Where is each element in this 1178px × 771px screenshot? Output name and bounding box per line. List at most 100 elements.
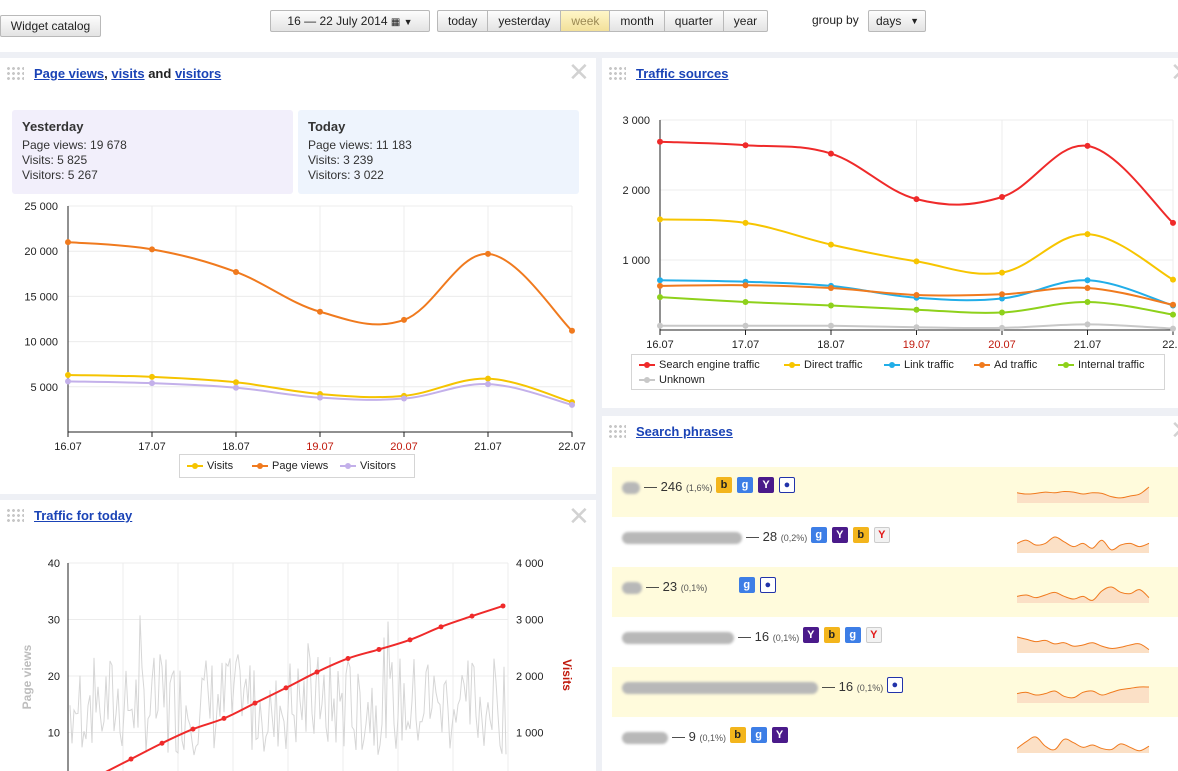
data-point[interactable] xyxy=(742,282,749,289)
search-phrase-row[interactable]: — 9 (0,1%) b g Y xyxy=(612,717,1178,767)
data-point[interactable] xyxy=(742,299,749,305)
data-point[interactable] xyxy=(159,740,165,746)
data-point[interactable] xyxy=(65,372,71,379)
traffic-sources-link[interactable]: Traffic sources xyxy=(636,66,729,81)
data-point[interactable] xyxy=(1170,311,1176,318)
data-point[interactable] xyxy=(1170,276,1176,283)
period-today-button[interactable]: today xyxy=(437,10,489,32)
legend-item[interactable]: Unknown xyxy=(639,374,705,386)
data-point[interactable] xyxy=(283,685,289,691)
legend-item[interactable]: Internal traffic xyxy=(1058,359,1144,371)
google-icon[interactable]: g xyxy=(738,577,755,593)
legend-item[interactable]: Visitors xyxy=(340,460,396,472)
data-point[interactable] xyxy=(407,637,413,643)
period-quarter-button[interactable]: quarter xyxy=(664,10,724,32)
search-phrases-link[interactable]: Search phrases xyxy=(636,424,733,439)
data-point[interactable] xyxy=(999,324,1005,331)
yahoo-icon[interactable]: Y xyxy=(831,527,848,543)
yandex-icon[interactable]: Y xyxy=(865,627,882,643)
traffic-today-link[interactable]: Traffic for today xyxy=(34,508,133,523)
data-point[interactable] xyxy=(401,395,407,402)
page-views-link[interactable]: Page views xyxy=(34,66,105,81)
google-icon[interactable]: g xyxy=(810,527,827,543)
yahoo-icon[interactable]: Y xyxy=(802,627,819,643)
bing-icon[interactable]: b xyxy=(852,527,869,543)
data-point[interactable] xyxy=(1084,321,1091,328)
data-point[interactable] xyxy=(1084,231,1091,238)
data-point[interactable] xyxy=(233,268,239,275)
data-point[interactable] xyxy=(345,655,351,661)
baidu-icon[interactable]: ● xyxy=(886,677,903,693)
data-point[interactable] xyxy=(913,196,920,203)
data-point[interactable] xyxy=(999,194,1005,200)
data-point[interactable] xyxy=(569,327,575,334)
data-point[interactable] xyxy=(828,285,834,291)
data-point[interactable] xyxy=(1084,277,1091,284)
yahoo-icon[interactable]: Y xyxy=(758,477,774,493)
legend-item[interactable]: Ad traffic xyxy=(974,359,1037,371)
data-point[interactable] xyxy=(149,380,155,387)
period-yesterday-button[interactable]: yesterday xyxy=(488,10,562,32)
data-point[interactable] xyxy=(657,294,663,301)
data-point[interactable] xyxy=(742,219,749,226)
data-point[interactable] xyxy=(221,715,227,721)
data-point[interactable] xyxy=(569,401,575,408)
yahoo-icon[interactable]: Y xyxy=(771,727,788,743)
period-week-button[interactable]: week xyxy=(561,10,611,32)
data-point[interactable] xyxy=(913,324,920,331)
data-point[interactable] xyxy=(485,381,491,388)
google-icon[interactable]: g xyxy=(844,627,861,643)
data-point[interactable] xyxy=(1170,301,1176,308)
period-year-button[interactable]: year xyxy=(723,10,769,32)
data-point[interactable] xyxy=(999,269,1005,276)
data-point[interactable] xyxy=(913,292,920,298)
data-point[interactable] xyxy=(913,258,920,265)
data-point[interactable] xyxy=(485,375,491,382)
data-point[interactable] xyxy=(65,239,71,246)
legend-item[interactable]: Link traffic xyxy=(884,359,954,371)
bing-icon[interactable]: b xyxy=(716,477,732,493)
data-point[interactable] xyxy=(828,241,834,248)
data-point[interactable] xyxy=(913,306,920,313)
google-icon[interactable]: g xyxy=(750,727,767,743)
data-point[interactable] xyxy=(252,700,258,706)
legend-item[interactable]: Page views xyxy=(252,460,328,472)
data-point[interactable] xyxy=(742,142,749,149)
data-point[interactable] xyxy=(1084,142,1091,149)
data-point[interactable] xyxy=(1170,325,1176,332)
legend-item[interactable]: Direct traffic xyxy=(784,359,862,371)
period-month-button[interactable]: month xyxy=(610,10,665,32)
legend-item[interactable]: Visits xyxy=(187,460,233,472)
data-point[interactable] xyxy=(828,150,834,157)
data-point[interactable] xyxy=(65,378,71,385)
bing-icon[interactable]: b xyxy=(823,627,840,643)
legend-item[interactable]: Search engine traffic xyxy=(639,359,760,371)
data-point[interactable] xyxy=(657,216,663,223)
visitors-link[interactable]: visitors xyxy=(174,66,222,81)
data-point[interactable] xyxy=(500,603,506,609)
baidu-icon[interactable]: ● xyxy=(759,577,776,593)
data-point[interactable] xyxy=(317,394,323,401)
data-point[interactable] xyxy=(1084,299,1091,305)
data-point[interactable] xyxy=(657,277,663,284)
drag-handle-icon[interactable] xyxy=(6,66,24,80)
google-icon[interactable]: g xyxy=(737,477,753,493)
data-point[interactable] xyxy=(149,246,155,253)
visits-link[interactable]: visits xyxy=(111,66,145,81)
baidu-icon[interactable]: ● xyxy=(779,477,795,493)
data-point[interactable] xyxy=(742,322,749,329)
data-point[interactable] xyxy=(1084,285,1091,291)
data-point[interactable] xyxy=(999,309,1005,316)
data-point[interactable] xyxy=(657,138,663,145)
close-icon[interactable]: ✕ xyxy=(568,501,590,531)
drag-handle-icon[interactable] xyxy=(6,508,24,522)
data-point[interactable] xyxy=(999,291,1005,298)
data-point[interactable] xyxy=(657,282,663,289)
data-point[interactable] xyxy=(485,250,491,257)
data-point[interactable] xyxy=(828,322,834,329)
widget-catalog-button[interactable]: Widget catalog xyxy=(0,15,101,37)
data-point[interactable] xyxy=(376,646,382,652)
close-icon[interactable]: ✕ xyxy=(1170,59,1178,85)
